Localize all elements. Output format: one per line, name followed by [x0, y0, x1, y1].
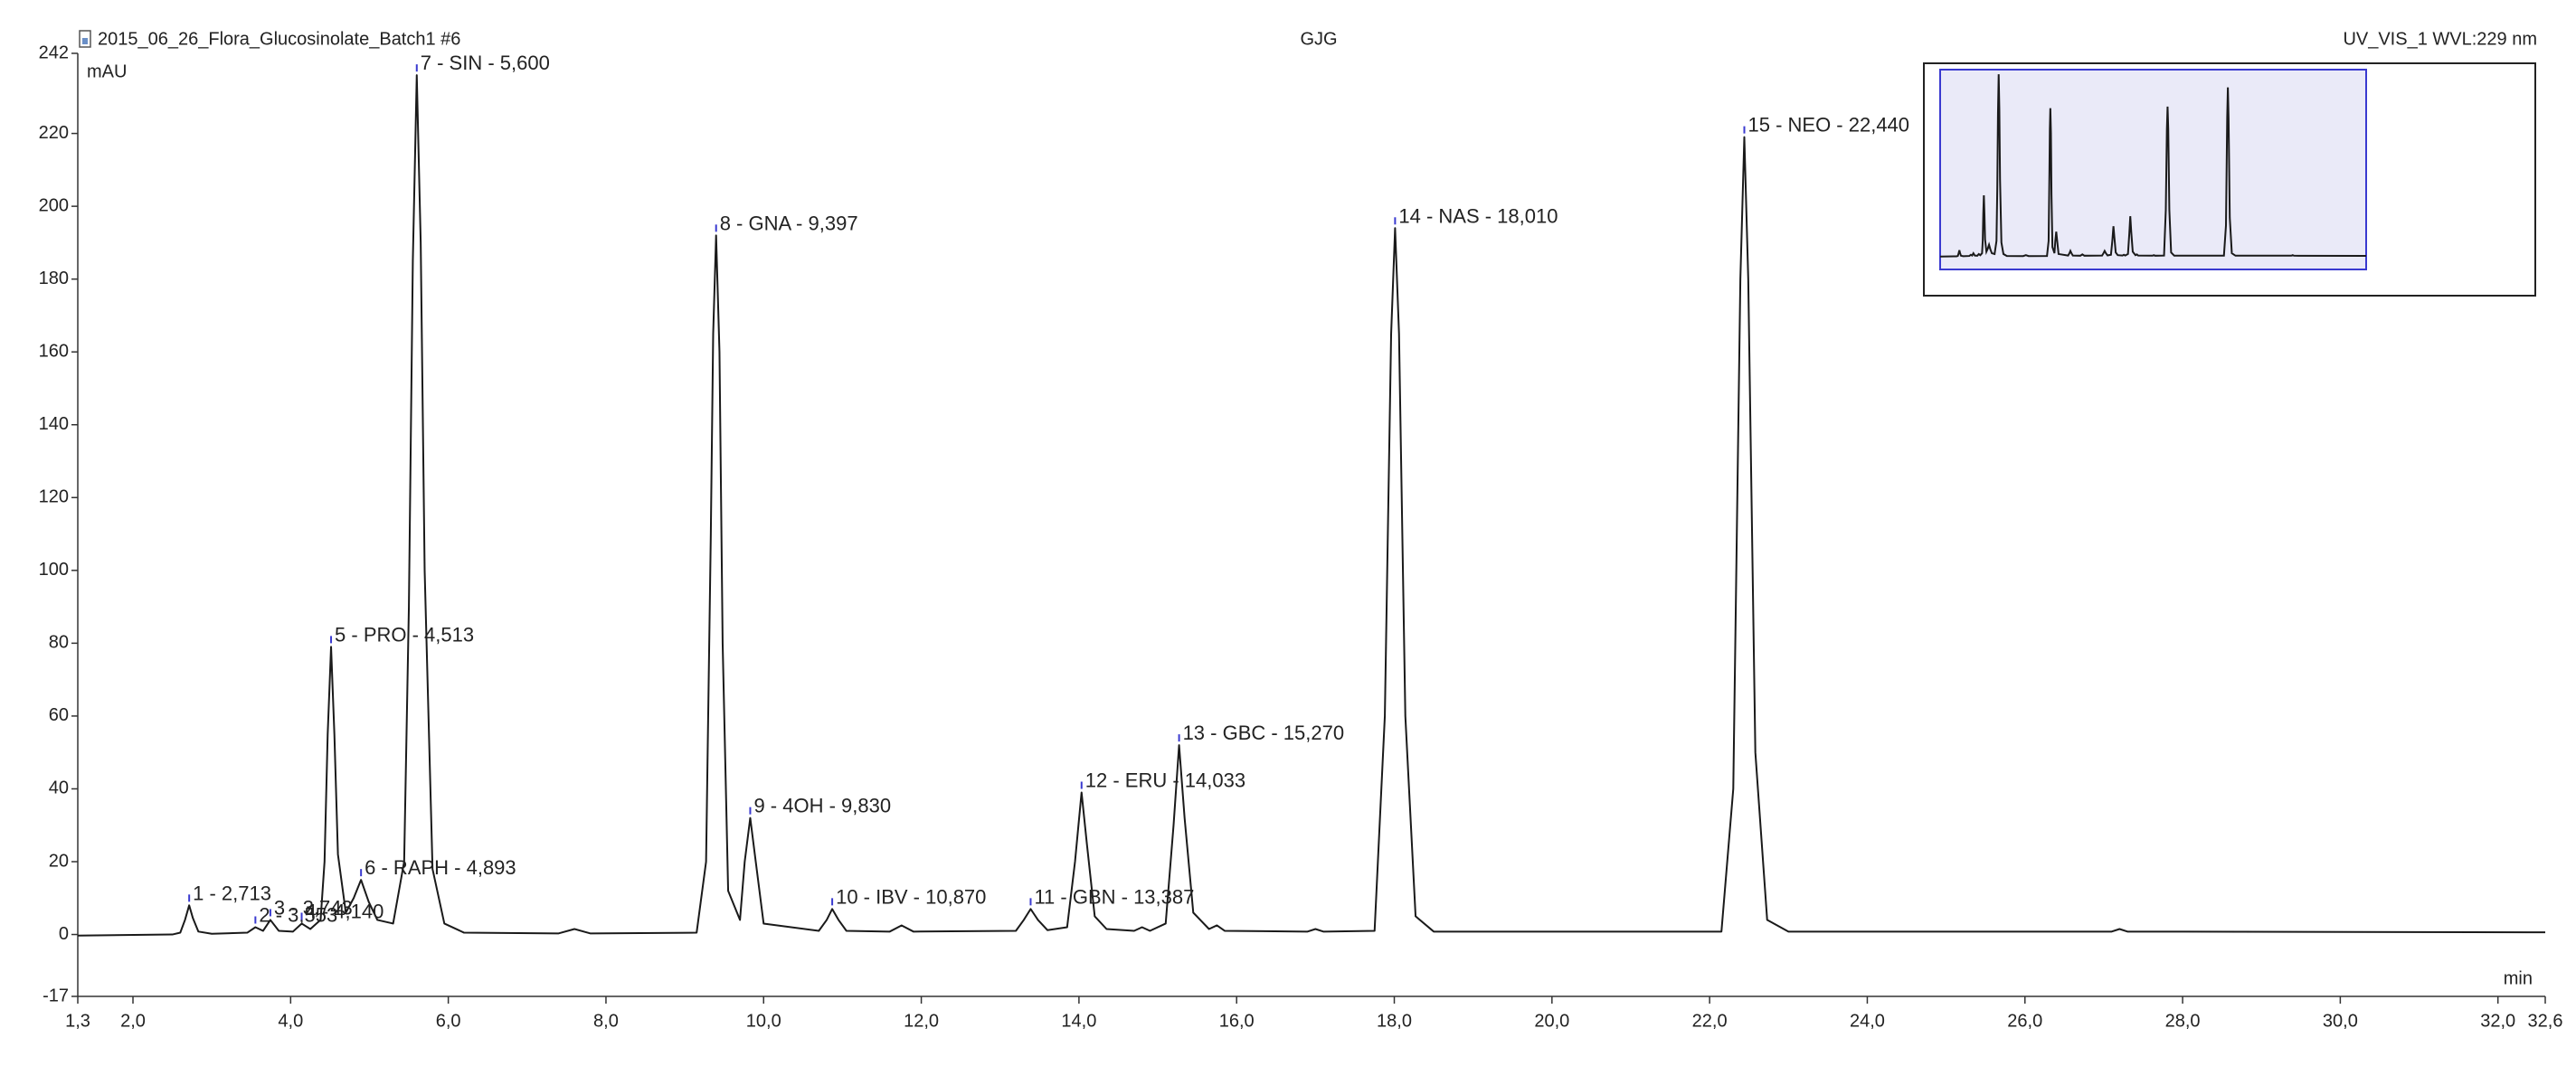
peak-label: 5 - PRO - 4,513	[335, 623, 474, 646]
chart-title: 2015_06_26_Flora_Glucosinolate_Batch1 #6	[98, 29, 460, 49]
y-tick-label: 100	[39, 560, 69, 580]
detector: UV_VIS_1 WVL:229 nm	[2343, 29, 2537, 49]
y-tick-label: 0	[59, 924, 69, 944]
y-tick-label: 120	[39, 487, 69, 507]
x-tick-label: 6,0	[436, 1011, 461, 1031]
peak-label: 11 - GBN - 13,387	[1034, 885, 1194, 908]
x-tick-label: 22,0	[1692, 1011, 1728, 1031]
peak-label: 10 - IBV - 10,870	[836, 885, 986, 908]
peak-label: 2 - 3,553	[259, 903, 337, 926]
peak-label: 9 - 4OH - 9,830	[753, 795, 891, 817]
x-tick-label: 32,6	[2528, 1011, 2563, 1031]
y-tick-label: 40	[49, 778, 69, 798]
x-axis-label: min	[2504, 968, 2533, 988]
overview-trace	[1939, 74, 2367, 258]
y-tick-label: 140	[39, 414, 69, 434]
x-tick-label: 12,0	[904, 1011, 939, 1031]
peak-label: 15 - NEO - 22,440	[1747, 114, 1909, 137]
operator: GJG	[1300, 29, 1337, 49]
y-tick-label: -17	[43, 986, 69, 1005]
x-tick-label: 20,0	[1534, 1011, 1569, 1031]
peak-label: 12 - ERU - 14,033	[1085, 769, 1245, 791]
x-tick-label: 10,0	[746, 1011, 781, 1031]
y-tick-label: 242	[39, 42, 69, 62]
y-tick-label: 200	[39, 195, 69, 215]
y-axis-label: mAU	[87, 61, 127, 81]
peak-label: 7 - SIN - 5,600	[421, 52, 550, 74]
peak-label: 8 - GNA - 9,397	[720, 212, 858, 234]
chromatogram-trace	[77, 74, 2546, 937]
peak-label: 3 - 3,743	[274, 896, 353, 919]
y-tick-label: 160	[39, 341, 69, 361]
x-tick-label: 24,0	[1850, 1011, 1885, 1031]
x-tick-label: 26,0	[2007, 1011, 2042, 1031]
x-tick-label: 30,0	[2323, 1011, 2358, 1031]
y-tick-label: 180	[39, 269, 69, 288]
x-tick-label: 4,0	[278, 1011, 303, 1031]
y-tick-label: 60	[49, 705, 69, 725]
x-tick-label: 8,0	[593, 1011, 619, 1031]
peak-label: 6 - RAPH - 4,893	[365, 856, 516, 879]
overview-zoom-box	[1939, 69, 2367, 270]
y-tick-label: 80	[49, 633, 69, 653]
file-icon-fill	[82, 38, 88, 44]
peak-label: 1 - 2,713	[193, 882, 271, 904]
x-tick-label: 18,0	[1377, 1011, 1412, 1031]
peak-label: 4 - 4,140	[306, 900, 384, 922]
x-tick-label: 14,0	[1061, 1011, 1096, 1031]
y-tick-label: 20	[49, 851, 69, 871]
x-tick-label: 32,0	[2480, 1011, 2515, 1031]
x-tick-label: 1,3	[65, 1011, 90, 1031]
peak-label: 14 - NAS - 18,010	[1398, 204, 1558, 227]
x-tick-label: 16,0	[1219, 1011, 1255, 1031]
x-tick-label: 28,0	[2165, 1011, 2201, 1031]
y-tick-label: 220	[39, 123, 69, 143]
x-tick-label: 2,0	[120, 1011, 146, 1031]
peak-label: 13 - GBC - 15,270	[1183, 722, 1345, 744]
